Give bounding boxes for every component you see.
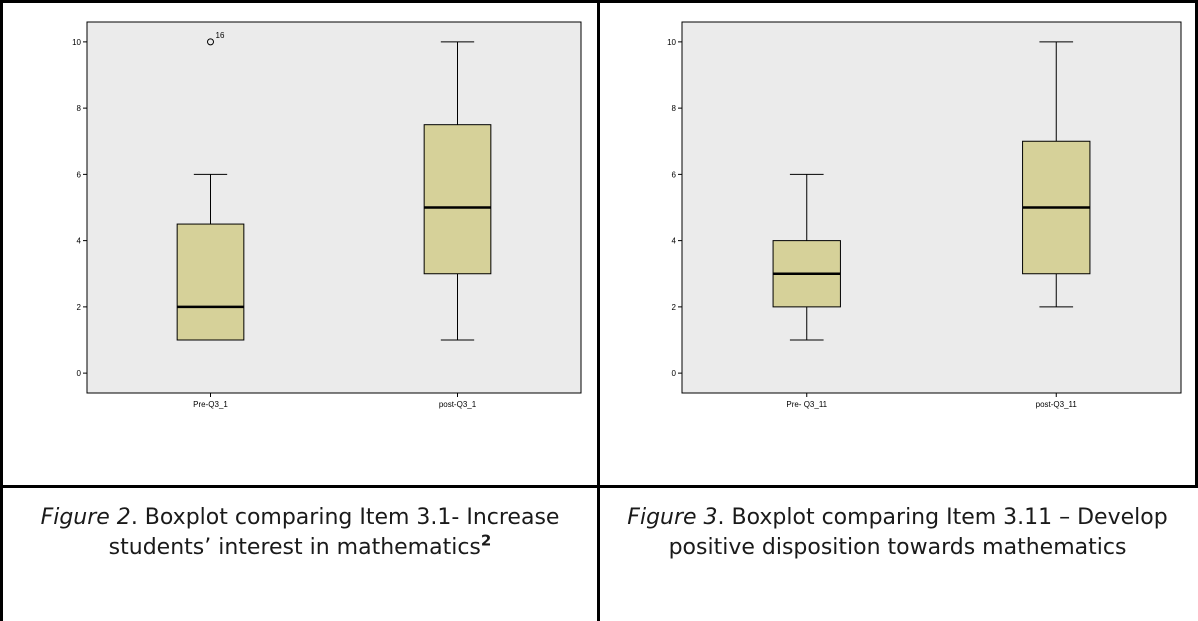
figure-2-caption-line2: students’ interest in mathematics [108,535,481,560]
figure-3-caption: Figure 3. Boxplot comparing Item 3.11 – … [605,503,1190,563]
y-tick-label: 10 [72,38,81,47]
x-tick-label: post-Q3_11 [1036,400,1078,409]
y-tick-label: 8 [672,104,677,113]
table-row-divider [0,485,1198,488]
y-tick-label: 4 [77,237,82,246]
x-tick-label: Pre-Q3_1 [193,400,228,409]
y-tick-label: 6 [672,170,677,179]
box-iqr [176,223,245,341]
box-iqr [423,124,492,275]
y-tick-label: 2 [672,303,677,312]
footnote-marker: 2 [480,531,492,550]
table-column-divider [597,0,600,621]
table-right-border [1195,0,1198,487]
plot-area [681,21,1182,394]
figure-3-caption-line2: positive disposition towards mathematics [668,535,1127,560]
figure-2-label: Figure 2 [40,505,131,530]
outlier-label: 16 [216,31,225,40]
boxplot-chart-figure-2: 0 2 4 6 8 10 Pre-Q3_1 16 post-Q3_1 [72,21,582,409]
y-tick-label: 4 [672,237,677,246]
figure-3-label: Figure 3 [627,505,718,530]
y-tick-label: 8 [77,104,82,113]
figure-2-caption-line1: . Boxplot comparing Item 3.1- Increase [130,505,560,530]
boxplot-chart-figure-3: 0 2 4 6 8 10 Pre- Q3_11 post-Q3_11 [667,21,1182,409]
table-left-border [0,0,3,621]
y-tick-label: 0 [672,369,677,378]
x-tick-label: post-Q3_1 [439,400,477,409]
outlier-point [207,38,214,46]
y-tick-label: 6 [77,170,82,179]
y-tick-label: 0 [77,369,82,378]
y-tick-label: 2 [77,303,82,312]
figure-3-caption-line1: . Boxplot comparing Item 3.11 – Develop [717,505,1168,530]
x-tick-label: Pre- Q3_11 [786,400,827,409]
y-tick-label: 10 [667,38,676,47]
figure-2-caption: Figure 2. Boxplot comparing Item 3.1- In… [10,503,590,563]
plot-area [86,21,582,394]
